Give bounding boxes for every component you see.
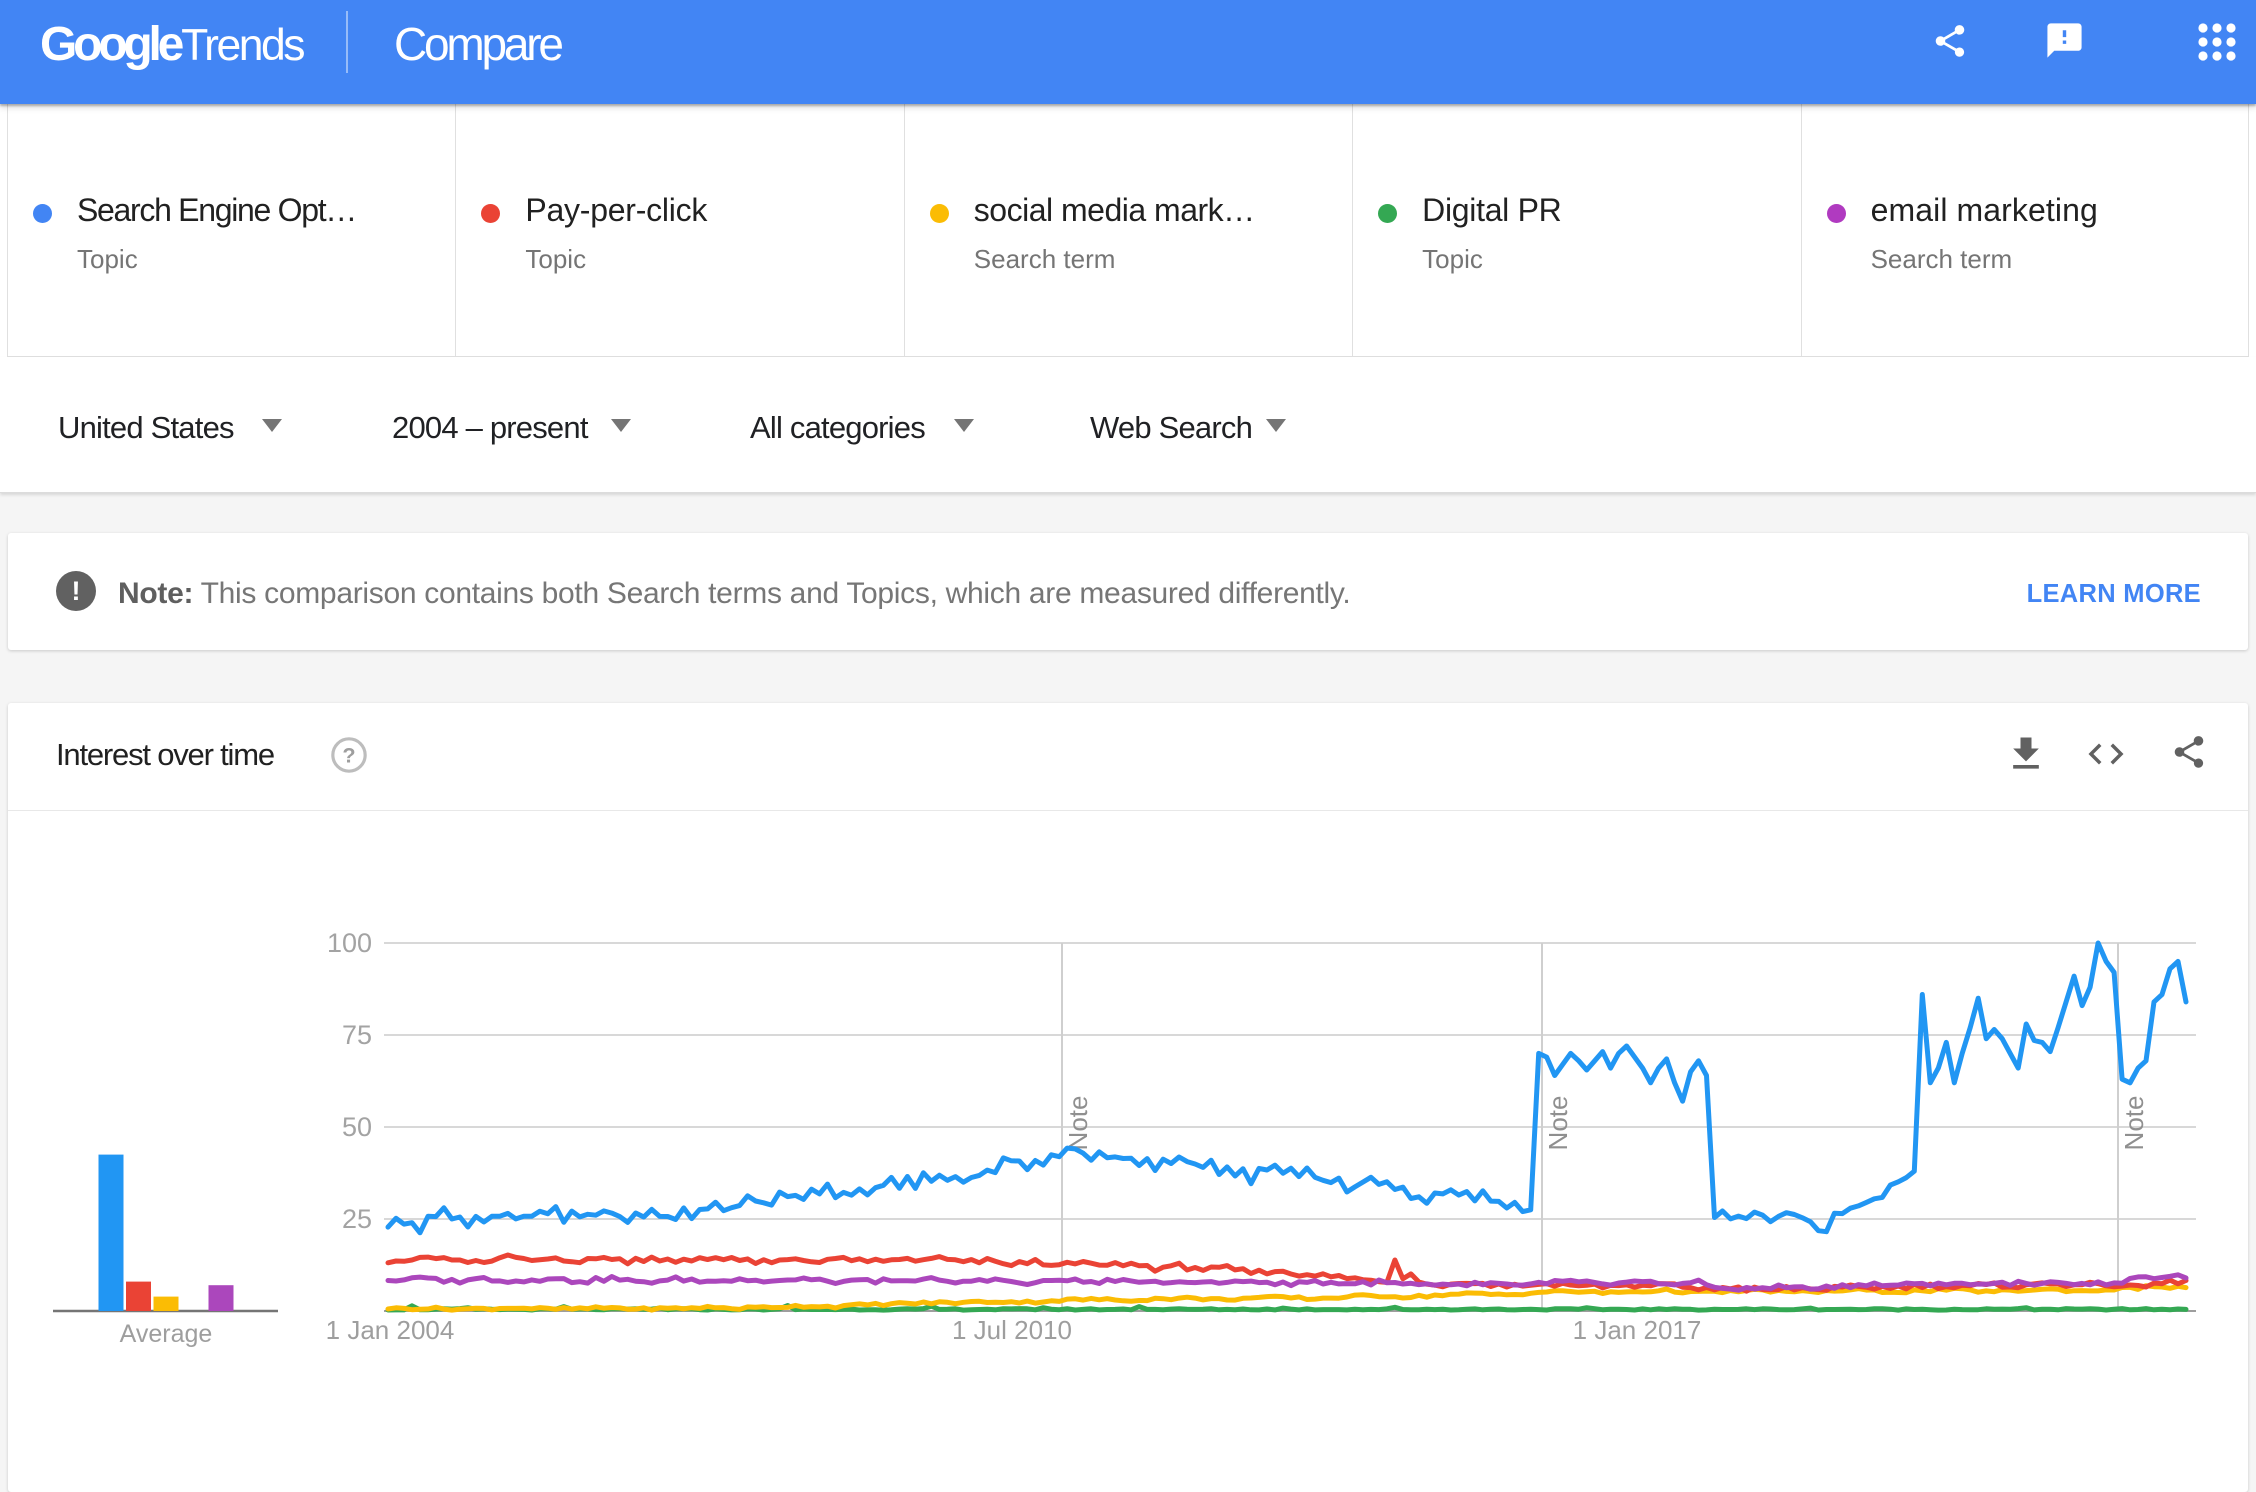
svg-text:Average: Average [120,1320,213,1348]
svg-text:Note: Note [2119,1096,2149,1151]
svg-text:Note: Note [1543,1096,1573,1151]
svg-text:50: 50 [342,1112,372,1142]
svg-text:75: 75 [342,1020,372,1050]
svg-text:100: 100 [327,928,372,958]
svg-text:Note: Note [1063,1096,1093,1151]
svg-text:?: ? [342,743,355,768]
svg-text:1 Jul 2010: 1 Jul 2010 [952,1315,1072,1345]
svg-text:25: 25 [342,1204,372,1234]
svg-text:1 Jan 2017: 1 Jan 2017 [1573,1315,1702,1345]
svg-text:1 Jan 2004: 1 Jan 2004 [326,1315,455,1345]
